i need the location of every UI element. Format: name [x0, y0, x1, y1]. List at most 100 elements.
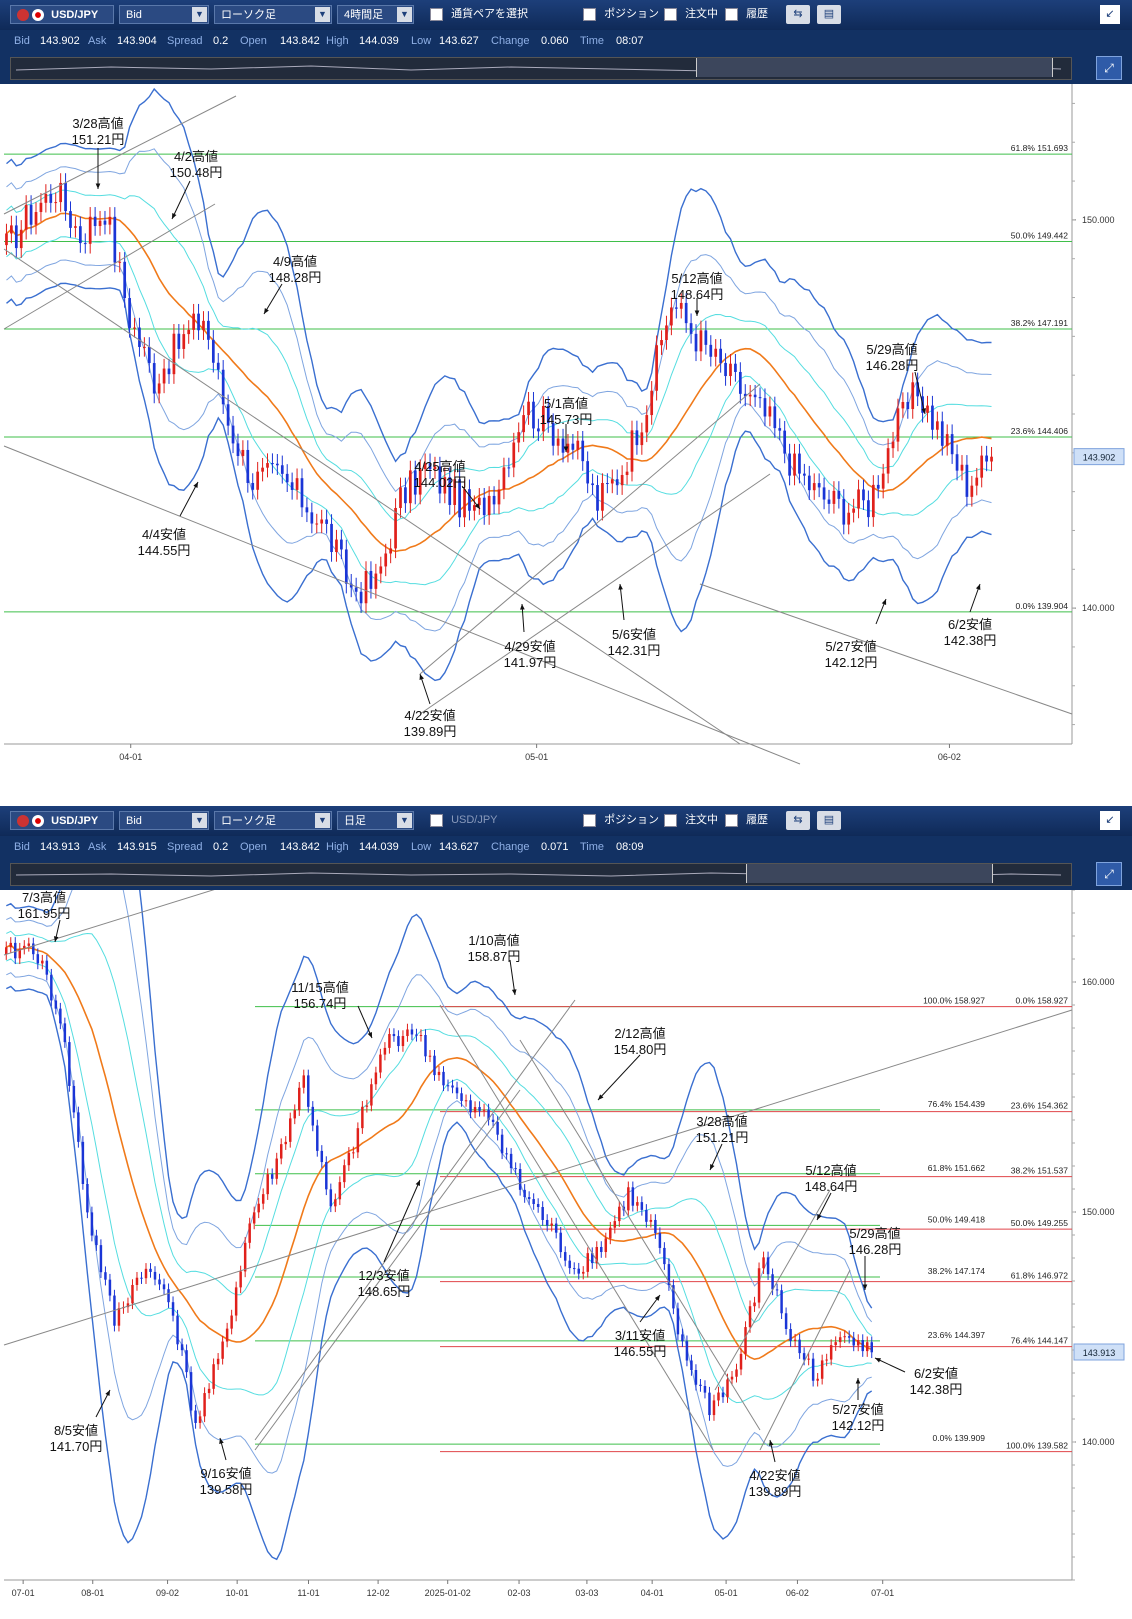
- x-tick-label: 11-01: [297, 1588, 319, 1598]
- candle: [298, 1087, 301, 1111]
- price-type-value: Bid: [126, 815, 142, 827]
- candle: [131, 1284, 134, 1304]
- candle: [234, 1287, 238, 1316]
- candle: [14, 942, 17, 959]
- collapse-button[interactable]: ↙: [1100, 5, 1120, 24]
- navigator-track[interactable]: [10, 863, 1072, 886]
- chart-kind-select[interactable]: ローソク足 ▼: [214, 5, 332, 24]
- chart-settings-button[interactable]: ⇆: [786, 5, 810, 24]
- chevron-down-icon: ▼: [315, 813, 330, 828]
- fib-label: 50.0% 149.255: [1011, 1218, 1068, 1228]
- open-value: 143.842: [280, 841, 320, 853]
- candle: [758, 397, 762, 399]
- candle: [834, 1342, 837, 1346]
- trend-line: [254, 999, 576, 1441]
- candle: [640, 1202, 644, 1210]
- table-view-button[interactable]: ▤: [817, 5, 841, 24]
- timeframe-select[interactable]: 4時間足 ▼: [337, 5, 414, 24]
- candle: [730, 1376, 734, 1380]
- annotation-price: 146.55円: [614, 1344, 667, 1359]
- trend-line: [3, 890, 215, 956]
- ask-label: Ask: [88, 841, 107, 853]
- price-type-select[interactable]: Bid ▼: [119, 5, 209, 24]
- candle: [566, 443, 570, 453]
- navigator-selection[interactable]: [696, 58, 1053, 77]
- annotation-date: 4/29安値: [504, 639, 555, 654]
- candle: [719, 348, 722, 363]
- y-tick-label: 150.000: [1082, 215, 1115, 225]
- candle: [325, 1162, 328, 1190]
- orders-toggle[interactable]: 注文中: [664, 5, 718, 24]
- candle: [133, 327, 136, 329]
- candle: [717, 1392, 720, 1401]
- annotation-arrowhead: [862, 1284, 868, 1290]
- pair-selector[interactable]: USD/JPY: [10, 811, 114, 830]
- candle: [788, 453, 791, 476]
- candle: [59, 182, 62, 203]
- candle: [182, 334, 186, 349]
- candle: [825, 1359, 828, 1361]
- candle: [615, 479, 619, 486]
- candle: [419, 1035, 423, 1037]
- candle: [838, 1337, 842, 1343]
- candle: [807, 475, 811, 491]
- select-pair-button[interactable]: 通貨ペアを選択: [430, 5, 528, 24]
- annotation-arrowhead: [921, 408, 926, 414]
- candle: [424, 1035, 427, 1057]
- pair-label: USD/JPY: [51, 9, 99, 21]
- position-toggle[interactable]: ポジション: [583, 811, 659, 830]
- candle: [123, 261, 127, 298]
- candle: [896, 408, 900, 442]
- x-tick-label: 06-02: [786, 1588, 809, 1598]
- candle: [140, 1277, 143, 1279]
- navigator-selection[interactable]: [746, 864, 993, 883]
- candle: [620, 475, 624, 486]
- chevron-down-icon: ▼: [397, 7, 412, 22]
- price-type-select[interactable]: Bid ▼: [119, 811, 209, 830]
- annotation-price: 144.55円: [138, 543, 191, 558]
- expand-icon[interactable]: ⤢: [1096, 56, 1122, 80]
- chart-kind-select[interactable]: ローソク足 ▼: [214, 811, 332, 830]
- open-label: Open: [240, 35, 267, 47]
- candle: [248, 1223, 251, 1243]
- candle: [931, 405, 934, 430]
- bollinger-lower-2: [6, 972, 872, 1474]
- annotation-arrowhead: [817, 1214, 822, 1220]
- history-toggle[interactable]: 履歴: [725, 5, 768, 24]
- checkbox-icon: [664, 7, 677, 21]
- candle: [180, 1344, 184, 1351]
- candle: [827, 499, 831, 504]
- candle: [496, 1121, 499, 1135]
- compare-pair-button[interactable]: USD/JPY: [430, 811, 498, 830]
- candle: [251, 482, 255, 490]
- spread-label: Spread: [167, 35, 203, 47]
- trend-line: [699, 583, 1073, 715]
- table-view-button[interactable]: ▤: [817, 811, 841, 830]
- annotation-date: 5/12高値: [671, 271, 722, 286]
- chart-settings-button[interactable]: ⇆: [786, 811, 810, 830]
- checkbox-icon: [583, 813, 596, 827]
- candle: [980, 455, 984, 478]
- timeframe-select[interactable]: 日足 ▼: [337, 811, 414, 830]
- candle: [284, 1141, 287, 1145]
- navigator-track[interactable]: [10, 57, 1072, 80]
- candle: [708, 1392, 711, 1416]
- orders-toggle[interactable]: 注文中: [664, 811, 718, 830]
- current-price-label: 143.913: [1083, 1348, 1116, 1358]
- candle: [171, 1302, 175, 1316]
- x-tick-label: 04-01: [119, 752, 142, 762]
- candle: [936, 421, 939, 430]
- x-tick-label: 04-01: [641, 1588, 664, 1598]
- candle: [198, 1416, 202, 1423]
- time-value: 08:09: [616, 841, 644, 853]
- candle: [464, 1100, 468, 1102]
- candle: [576, 440, 580, 450]
- expand-icon[interactable]: ⤢: [1096, 862, 1122, 886]
- candle: [423, 463, 427, 470]
- candle: [500, 1134, 504, 1154]
- pair-selector[interactable]: USD/JPY: [10, 5, 114, 24]
- position-toggle[interactable]: ポジション: [583, 5, 659, 24]
- collapse-button[interactable]: ↙: [1100, 811, 1120, 830]
- history-toggle[interactable]: 履歴: [725, 811, 768, 830]
- x-tick-label: 12-02: [367, 1588, 390, 1598]
